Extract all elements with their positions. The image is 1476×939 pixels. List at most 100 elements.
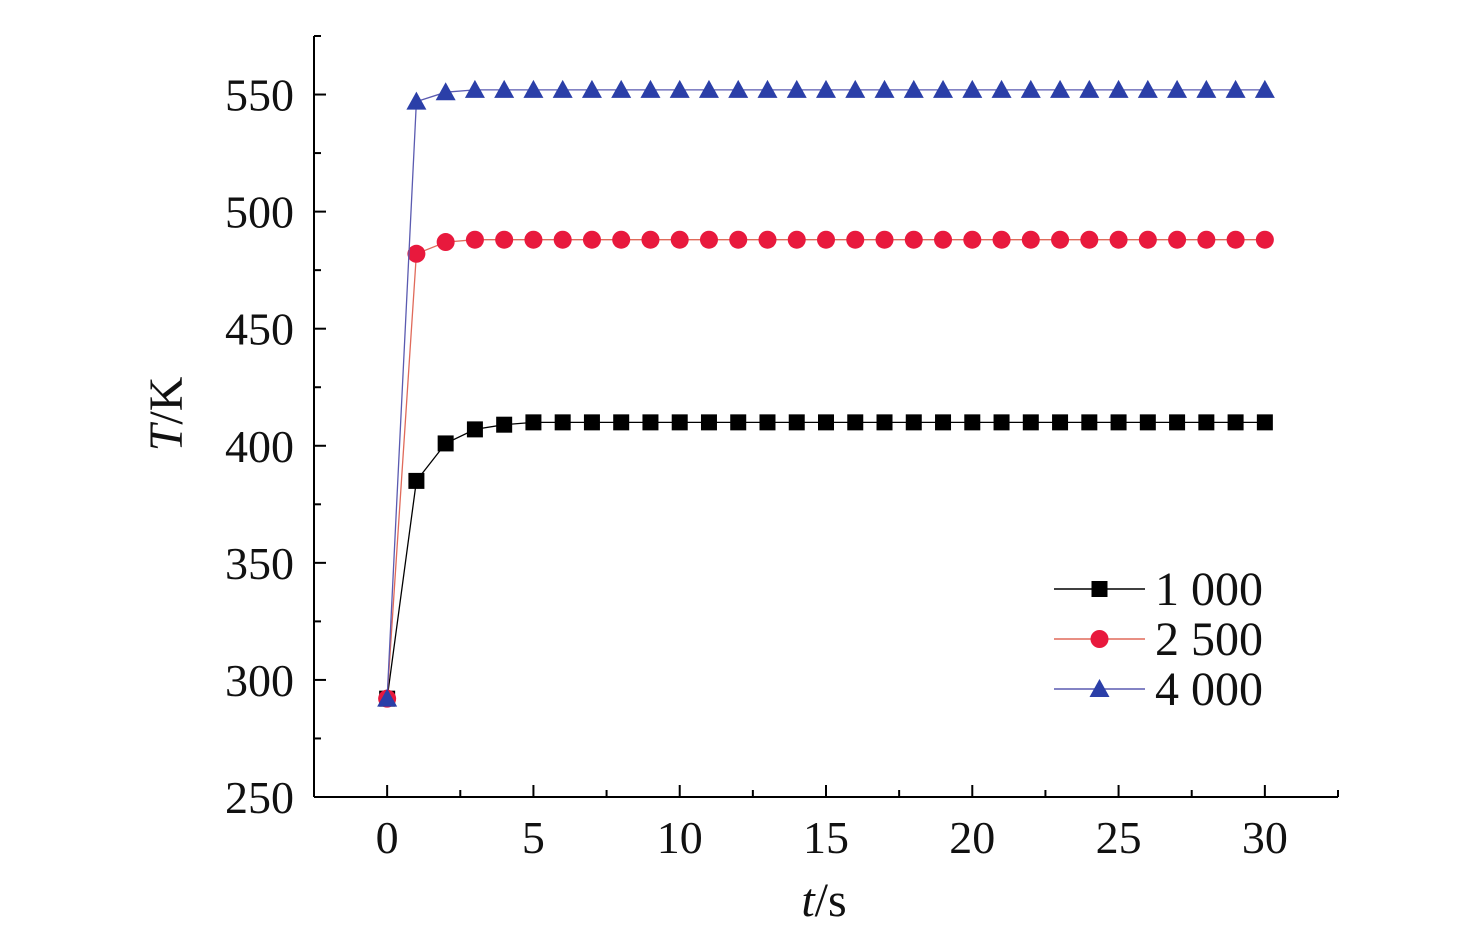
data-point — [1256, 414, 1273, 431]
x-axis-title: t/s — [801, 874, 846, 927]
data-point — [612, 230, 631, 249]
series-layer — [377, 79, 1275, 708]
x-tick-label: 30 — [1242, 812, 1288, 863]
series-line — [386, 239, 1265, 699]
x-tick-label: 10 — [657, 812, 703, 863]
data-point — [1081, 414, 1098, 431]
y-tick-label: 550 — [225, 70, 294, 121]
data-point — [524, 230, 543, 249]
y-tick-label: 300 — [225, 655, 294, 706]
data-point — [1167, 79, 1188, 98]
y-tick-label: 400 — [225, 421, 294, 472]
data-point — [465, 230, 484, 249]
data-point — [669, 79, 690, 98]
data-point — [1226, 230, 1245, 249]
legend-swatch-marker — [1089, 679, 1110, 697]
data-point — [642, 414, 659, 431]
data-point — [787, 230, 806, 249]
data-point — [466, 421, 483, 438]
data-point — [1020, 79, 1041, 98]
data-point — [435, 82, 456, 101]
x-tick-label: 25 — [1096, 812, 1142, 863]
legend-entry: 1 000 — [1054, 563, 1263, 616]
x-tick-label: 15 — [803, 812, 849, 863]
data-point — [905, 414, 922, 431]
data-point — [817, 230, 835, 249]
data-point — [788, 414, 805, 431]
data-point — [1050, 79, 1071, 98]
legend-label: 2 500 — [1155, 613, 1263, 666]
data-point — [1080, 230, 1099, 249]
data-point — [846, 230, 865, 249]
y-axis-variable: T — [140, 421, 193, 451]
legend-entry: 4 000 — [1054, 663, 1263, 716]
x-tick-label: 5 — [522, 812, 545, 863]
data-point — [1110, 414, 1127, 431]
data-point — [1137, 79, 1158, 98]
data-point — [904, 230, 923, 249]
data-point — [525, 414, 542, 431]
data-point — [377, 688, 398, 707]
data-point — [495, 230, 514, 249]
data-point — [698, 79, 719, 98]
data-point — [847, 414, 864, 431]
y-tick-label: 350 — [225, 538, 294, 589]
data-point — [581, 79, 602, 98]
data-point — [407, 244, 426, 263]
y-tick-label: 500 — [225, 187, 294, 238]
data-point — [611, 79, 632, 98]
data-point — [816, 79, 836, 98]
series-triangle — [377, 79, 1275, 707]
data-point — [700, 414, 717, 431]
data-point — [582, 230, 601, 249]
data-point — [437, 435, 454, 452]
legend-entry: 2 500 — [1054, 613, 1263, 666]
series-circle — [378, 230, 1274, 708]
data-point — [759, 414, 776, 431]
data-point — [1022, 414, 1039, 431]
data-point — [1196, 79, 1217, 98]
y-axis-unit: /K — [140, 376, 193, 424]
data-point — [1254, 79, 1275, 98]
data-point — [1227, 414, 1244, 431]
data-point — [1169, 414, 1186, 431]
data-point — [408, 472, 425, 489]
data-point — [494, 79, 515, 98]
x-tick-label: 20 — [949, 812, 995, 863]
data-point — [992, 230, 1011, 249]
legend-swatch-marker — [1091, 581, 1108, 597]
legend-label: 1 000 — [1155, 563, 1263, 616]
data-point — [671, 414, 688, 431]
data-point — [874, 79, 895, 98]
data-point — [552, 79, 573, 98]
data-point — [436, 233, 455, 252]
data-point — [786, 79, 807, 98]
data-point — [641, 230, 660, 249]
data-point — [1108, 79, 1129, 98]
x-tick-label: 0 — [376, 812, 399, 863]
y-tick-label: 450 — [225, 304, 294, 355]
data-point — [964, 414, 981, 431]
data-point — [496, 416, 513, 433]
data-point — [729, 230, 748, 249]
data-point — [523, 79, 544, 98]
series-square — [379, 414, 1273, 707]
data-point — [993, 414, 1010, 431]
data-point — [640, 79, 661, 98]
data-point — [1052, 414, 1069, 431]
data-point — [1109, 230, 1128, 249]
data-point — [875, 230, 894, 249]
data-point — [758, 230, 777, 249]
data-point — [554, 414, 571, 431]
data-point — [991, 79, 1012, 98]
data-point — [613, 414, 630, 431]
data-point — [583, 414, 600, 431]
data-point — [553, 230, 572, 249]
data-point — [1138, 230, 1157, 249]
axes: 250 300 350 400 450 500 550 0 5 10 15 20 25 30 — [225, 35, 1339, 863]
data-point — [1079, 79, 1100, 98]
data-point — [1197, 230, 1216, 249]
data-point — [818, 414, 834, 431]
